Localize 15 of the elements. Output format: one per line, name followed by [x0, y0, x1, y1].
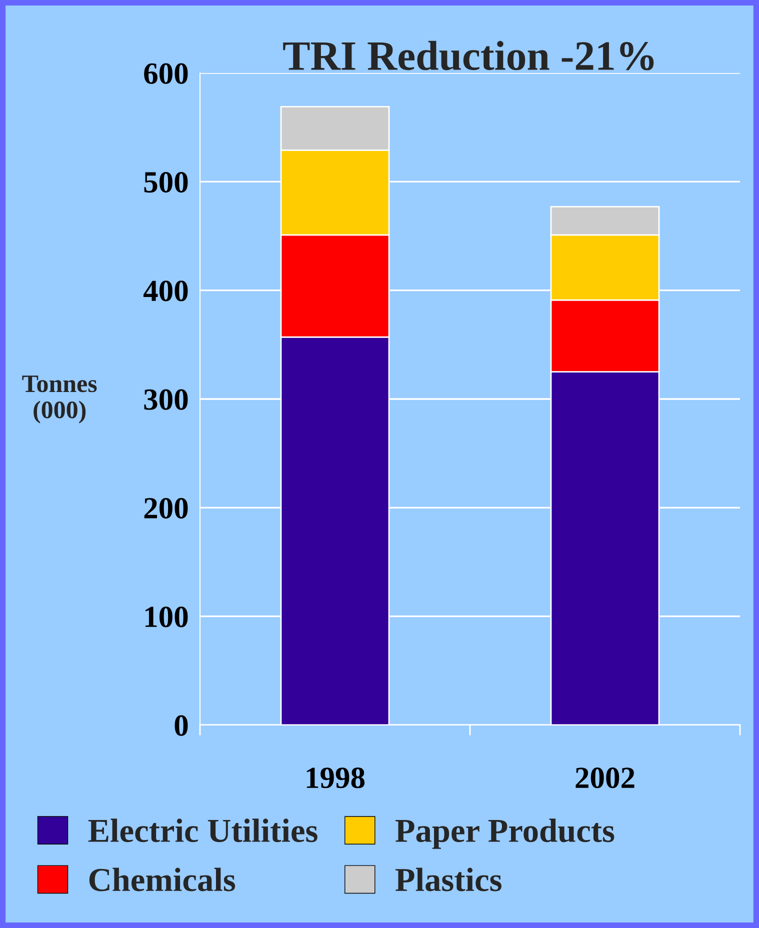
y-tick-label: 500: [144, 172, 188, 193]
y-axis-title: Tonnes (000): [22, 376, 97, 424]
chart-title: TRI Reduction -21%: [283, 40, 654, 70]
y-tick-label: 100: [146, 606, 188, 628]
x-tick-label: 1998: [306, 768, 365, 788]
x-tick-label: 2002: [576, 768, 634, 788]
legend-label: Paper Products: [395, 818, 614, 849]
y-tick-label: 200: [144, 498, 188, 519]
legend-label: Electric Utilities: [88, 818, 318, 842]
y-tick-label: 300: [144, 389, 188, 410]
legend-label: Plastics: [395, 868, 502, 892]
y-tick-label: 600: [144, 63, 188, 84]
y-tick-label: 0: [174, 715, 188, 736]
y-tick-label: 400: [143, 280, 188, 302]
legend-label: Chemicals: [89, 868, 236, 892]
